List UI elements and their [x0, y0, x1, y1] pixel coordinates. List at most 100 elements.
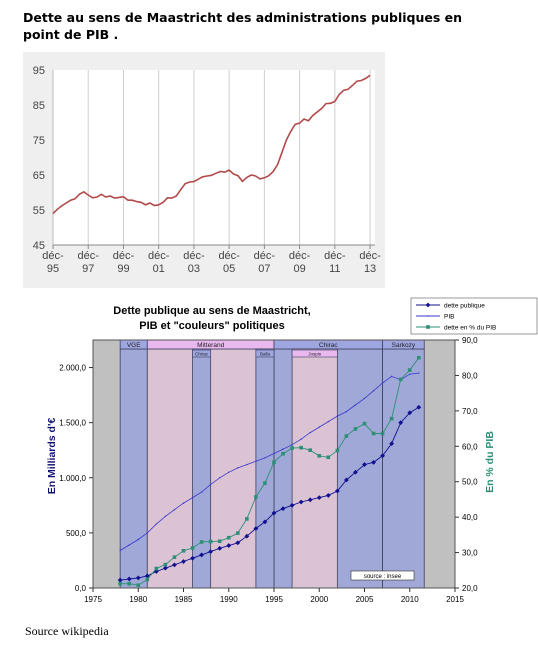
dette-pct-point — [190, 546, 195, 550]
cohabitation-header — [255, 349, 275, 358]
x-tick-label: 1995 — [265, 595, 283, 604]
dette-pct-point — [163, 562, 168, 567]
dette-pct-point — [236, 531, 240, 535]
dette-publique-point — [244, 533, 250, 539]
debt-ratio-chart: déc-95 déc-97 déc-99 déc-01 déc-03 déc-05 déc-… — [23, 52, 385, 288]
pib-point — [237, 467, 239, 469]
pib-point — [146, 532, 148, 534]
x-tick-label: déc-01 — [148, 250, 170, 275]
dette-publique-point — [262, 519, 268, 525]
president-band — [382, 348, 425, 589]
dette-pct-point — [118, 581, 122, 586]
pib-point — [119, 549, 121, 552]
dette-publique-point — [280, 506, 286, 512]
y-tick-label: 65 — [33, 170, 45, 182]
x-tick-label: déc-05 — [218, 250, 240, 275]
y-tick-label: 45 — [33, 240, 45, 252]
dette-pct-point — [371, 431, 376, 436]
left-tick-label: 500,0 — [66, 529, 87, 538]
dette-publique-point — [235, 540, 241, 546]
pib-point — [137, 538, 139, 541]
dette-pct-point — [199, 540, 204, 544]
x-tick-label: 2005 — [356, 595, 374, 604]
dette-publique-point — [289, 502, 295, 508]
dette-pct-point — [299, 445, 303, 450]
president-label: Chirac — [319, 342, 339, 349]
dette-pct-point — [217, 539, 222, 544]
x-tick-label: 1985 — [175, 595, 193, 604]
dette-pct-point — [389, 416, 394, 421]
dette-pct-point — [154, 566, 159, 571]
dette-publique-point — [416, 404, 422, 410]
dette-publique-point — [398, 420, 404, 426]
dette-publique-point — [307, 497, 313, 503]
dette-pct-point — [290, 446, 294, 450]
right-tick-label: 60,0 — [462, 442, 478, 451]
cohabitation-label: Chirac — [195, 352, 209, 357]
x-tick-label: déc-97 — [78, 250, 100, 275]
series-line — [119, 372, 419, 551]
dette-pct-point — [308, 448, 312, 452]
pib-point — [427, 315, 429, 317]
dette-pct-point — [263, 481, 267, 485]
dette-pct-point — [417, 355, 421, 360]
dette-publique-point — [126, 576, 132, 582]
dette-pct-point — [127, 581, 131, 586]
cohabitation-label: Jospin — [308, 352, 322, 357]
pib-point — [273, 452, 275, 455]
chart-title-line2: PIB et "couleurs" politiques — [139, 320, 285, 332]
right-tick-label: 90,0 — [462, 336, 478, 345]
x-tick-label: déc-99 — [113, 250, 135, 275]
left-tick-label: 0,0 — [75, 584, 87, 593]
dette-publique-point — [389, 441, 395, 447]
dette-publique-point — [353, 469, 358, 475]
pib-point — [291, 444, 293, 446]
president-label: VGE — [127, 342, 141, 349]
pib-point — [336, 415, 339, 417]
legend-label: PIB — [444, 314, 454, 321]
right-tick-label: 30,0 — [462, 549, 478, 558]
pib-point — [318, 426, 320, 428]
president-band — [119, 348, 148, 589]
right-tick-label: 80,0 — [462, 371, 478, 380]
president-label: Mitterand — [197, 342, 224, 349]
right-tick-label: 50,0 — [462, 478, 478, 487]
debt-politics-chart: Dette publique au sens de Maastricht, PIB… — [20, 296, 538, 616]
dette-pct-point — [281, 451, 285, 456]
dette-pct-point — [362, 421, 367, 426]
dette-pct-point — [145, 577, 150, 582]
dette-publique-point — [316, 495, 322, 501]
legend-label: dette publique — [444, 303, 485, 310]
dette-publique-point — [181, 559, 186, 564]
dette-publique-point — [226, 543, 232, 548]
left-axis-title: En Milliards d'€ — [46, 418, 58, 495]
dette-pct-point — [254, 495, 258, 499]
pib-point — [255, 460, 257, 462]
y-tick-label: 55 — [33, 205, 45, 217]
x-tick-label: déc-03 — [183, 250, 205, 275]
dette-publique-point — [217, 545, 223, 551]
pib-point — [390, 375, 393, 378]
legend-label: dette en % du PIB — [444, 325, 496, 332]
source-annotation: source : insee — [364, 574, 402, 580]
x-tick-label: déc-95 — [42, 250, 64, 275]
dette-publique-point — [425, 302, 431, 308]
dette-pct-point — [208, 539, 213, 544]
left-tick-label: 2.000,0 — [59, 364, 86, 373]
dette-pct-point — [398, 377, 403, 382]
dette-pct-point — [426, 325, 430, 329]
x-tick-label: déc-11 — [324, 250, 346, 275]
dette-pct-point — [317, 454, 322, 458]
pib-point — [345, 410, 348, 413]
chart-title-line1: Dette publique au sens de Maastricht, — [113, 305, 310, 317]
dette-publique-point — [199, 552, 204, 558]
dette-pct-point — [335, 448, 340, 453]
dette-publique-point — [117, 577, 123, 583]
dette-publique-point — [334, 488, 340, 494]
right-tick-label: 40,0 — [462, 513, 478, 522]
source-caption: Source wikipedia — [25, 624, 109, 638]
dette-pct-point — [272, 460, 276, 465]
debt-ratio-chart-svg: déc-95 déc-97 déc-99 déc-01 déc-03 déc-05 déc-… — [33, 65, 381, 275]
y-tick-label: 85 — [33, 100, 45, 112]
x-tick-label: 1980 — [129, 595, 147, 604]
